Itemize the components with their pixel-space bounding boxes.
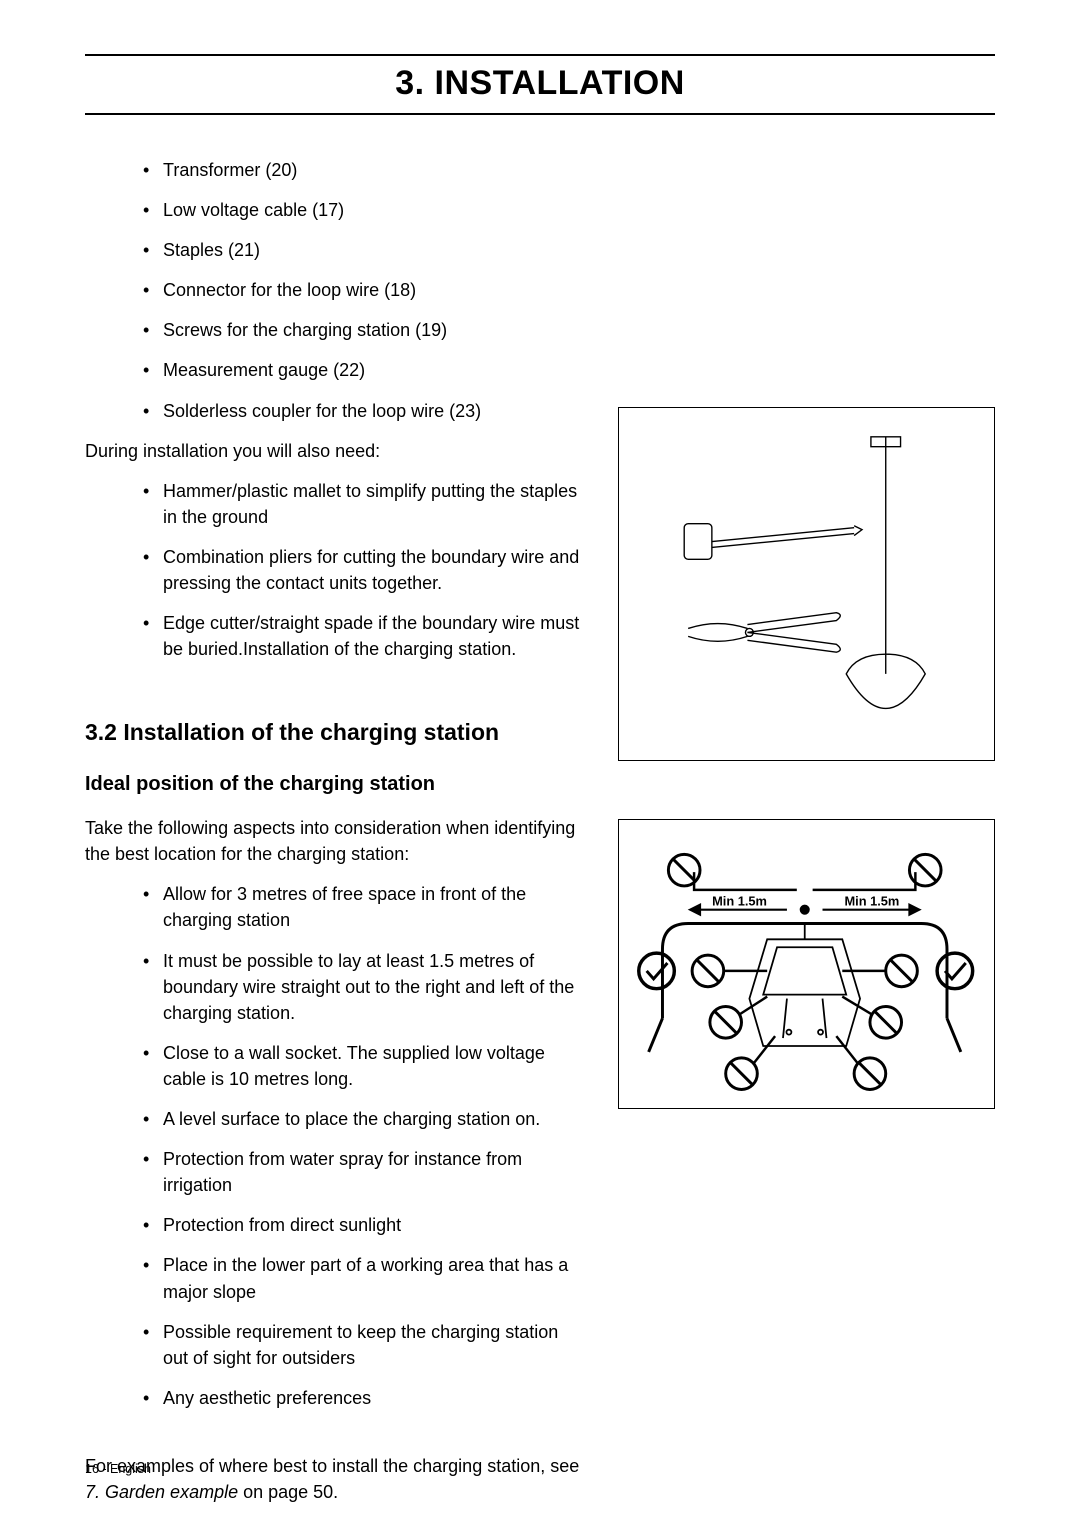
list-item: Protection from direct sunlight — [143, 1212, 580, 1238]
list-item: Place in the lower part of a working are… — [143, 1252, 580, 1304]
intro-sentence: During installation you will also need: — [85, 438, 580, 464]
sub-heading: Ideal position of the charging station — [85, 770, 580, 799]
chapter-title: 3. INSTALLATION — [85, 64, 995, 103]
list-item: A level surface to place the charging st… — [143, 1106, 580, 1132]
charging-station-figure: Min 1.5m Min 1.5m — [618, 819, 995, 1109]
list-item: Hammer/plastic mallet to simplify puttin… — [143, 478, 580, 530]
list-item: Screws for the charging station (19) — [143, 317, 580, 343]
tools-illustration — [619, 408, 994, 760]
list-item: Any aesthetic preferences — [143, 1385, 580, 1411]
parts-list: Transformer (20) Low voltage cable (17) … — [85, 157, 580, 424]
tools-list: Hammer/plastic mallet to simplify puttin… — [85, 478, 580, 663]
list-item: Edge cutter/straight spade if the bounda… — [143, 610, 580, 662]
figure-spacer — [618, 157, 995, 407]
min-label-right: Min 1.5m — [844, 894, 899, 909]
list-item: It must be possible to lay at least 1.5 … — [143, 948, 580, 1026]
list-item: Staples (21) — [143, 237, 580, 263]
min-label-left: Min 1.5m — [712, 894, 767, 909]
two-column-layout: Transformer (20) Low voltage cable (17) … — [85, 157, 995, 1519]
chapter-title-bar: 3. INSTALLATION — [85, 54, 995, 115]
charging-station-diagram: Min 1.5m Min 1.5m — [619, 820, 994, 1108]
list-item: Connector for the loop wire (18) — [143, 277, 580, 303]
list-item: Close to a wall socket. The supplied low… — [143, 1040, 580, 1092]
tools-figure — [618, 407, 995, 761]
list-item: Measurement gauge (22) — [143, 357, 580, 383]
page-footer: 16 - English — [85, 1462, 151, 1476]
left-column: Transformer (20) Low voltage cable (17) … — [85, 157, 580, 1519]
closing-reference: For examples of where best to install th… — [85, 1453, 580, 1505]
closing-reference-link: 7. Garden example — [85, 1482, 238, 1502]
list-item: Combination pliers for cutting the bound… — [143, 544, 580, 596]
sub-intro: Take the following aspects into consider… — [85, 815, 580, 867]
list-item: Low voltage cable (17) — [143, 197, 580, 223]
list-item: Possible requirement to keep the chargin… — [143, 1319, 580, 1371]
list-item: Allow for 3 metres of free space in fron… — [143, 881, 580, 933]
list-item: Solderless coupler for the loop wire (23… — [143, 398, 580, 424]
aspects-list: Allow for 3 metres of free space in fron… — [85, 881, 580, 1411]
list-item: Transformer (20) — [143, 157, 580, 183]
closing-text-a: For examples of where best to install th… — [85, 1456, 579, 1476]
right-column: Min 1.5m Min 1.5m — [618, 157, 995, 1519]
closing-text-b: on page 50. — [238, 1482, 338, 1502]
section-heading: 3.2 Installation of the charging station — [85, 718, 580, 748]
page: 3. INSTALLATION Transformer (20) Low vol… — [0, 0, 1080, 1528]
list-item: Protection from water spray for instance… — [143, 1146, 580, 1198]
